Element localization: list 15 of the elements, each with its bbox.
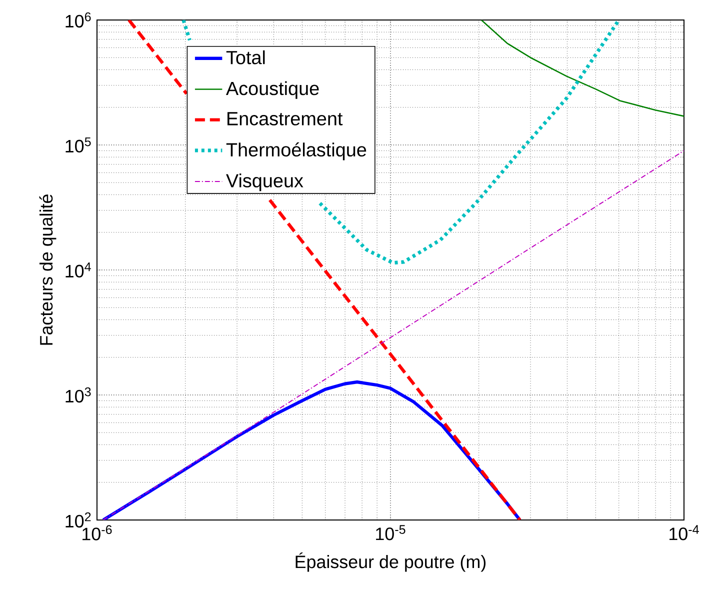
x-tick-label: 10$^{-4}$ — [670, 525, 699, 540]
y-axis-title: Facteurs de qualité — [39, 194, 56, 345]
legend-label: Encastrement — [228, 112, 343, 126]
x-axis-title: Épaisseur de poutre (m) — [296, 552, 486, 572]
y-tick-label: 10$^{2}$ — [66, 512, 91, 528]
x-tick-label: 10$^{-6}$ — [82, 525, 112, 540]
legend-label: Acoustique — [226, 81, 319, 99]
y-tick-label: 10$^{6}$ — [66, 12, 91, 28]
legend-label: Total — [226, 50, 265, 64]
y-tick-label: 10$^{4}$ — [66, 262, 91, 278]
y-tick-label: 10$^{3}$ — [66, 387, 91, 403]
legend-label: Visqueux — [226, 174, 304, 192]
y-tick-label: 10$^{5}$ — [66, 137, 91, 153]
x-tick-label: 10$^{-5}$ — [376, 525, 406, 540]
legend-label: Thermoélastique — [226, 142, 366, 160]
